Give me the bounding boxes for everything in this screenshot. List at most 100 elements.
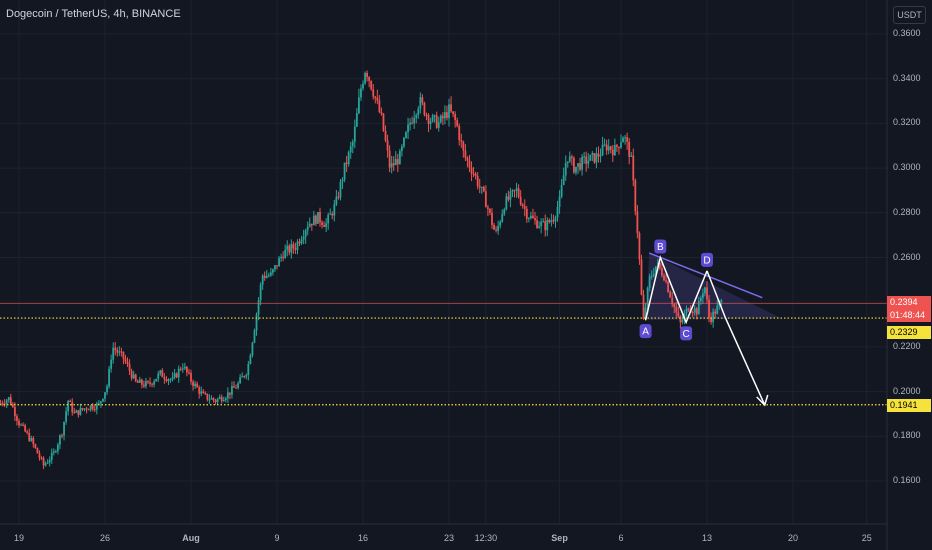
candle-body [720,299,723,303]
candle-body [452,111,454,115]
candle-body [110,359,113,369]
candle-body [173,373,176,378]
candle [716,299,719,315]
candle-body [675,307,678,313]
candle [161,368,164,378]
candle [292,241,295,254]
candle [376,89,379,105]
candle-body [495,229,497,231]
candle [333,199,336,222]
price-tick-label: 0.2000 [893,385,921,396]
candle [222,396,225,402]
candle [706,281,708,304]
candle [351,139,354,154]
candle [601,136,604,156]
candle [661,262,663,278]
candle-body [81,408,84,410]
candle-body [603,144,606,146]
candle [325,218,328,233]
candle [138,376,141,383]
candle [329,208,332,215]
candle-body [28,432,31,441]
candle-body [446,112,448,119]
candle-body [468,160,471,168]
candle-body [95,403,98,410]
point-label: C [682,329,689,340]
candle-body [229,392,231,395]
candle [110,354,113,373]
candle [308,217,311,228]
candle [521,202,524,209]
candle-body [587,160,590,164]
candle-body [200,391,203,394]
candle-body [353,126,356,142]
candle-body [583,156,586,158]
candle [282,251,285,262]
candle [544,214,547,237]
candle-body [181,368,184,370]
candle [517,184,520,199]
candle [198,385,201,399]
candle [5,398,8,409]
candle-body [140,379,143,385]
candle-body [177,368,180,378]
candle [691,310,694,318]
candle-body [611,149,614,156]
candle-body [265,275,268,278]
currency-unit[interactable]: USDT [893,6,926,24]
candle-body [355,113,358,127]
candle-body [650,275,653,277]
candle-body [331,213,334,216]
candle-body [269,272,272,276]
candle [587,153,590,169]
candle [618,146,620,155]
candle [265,269,268,279]
candle-body [444,112,446,119]
candle-body [521,204,524,207]
candle-body [413,117,416,124]
candle-body [306,226,309,231]
candle-body [280,256,282,259]
candle-body [1,402,4,404]
candle [462,140,465,158]
candle [458,123,461,146]
point-marker [654,239,667,254]
candle-body [276,265,278,267]
candle-body [124,358,127,362]
candle [507,190,510,202]
candle [239,374,242,384]
candle-body [362,83,364,89]
price-tick-label: 0.3000 [893,162,921,173]
candle-body [626,137,629,142]
candle [675,302,678,317]
candle-body [226,392,229,399]
candle [153,379,156,388]
candle [499,219,502,229]
candle [390,155,393,174]
candle-body [415,115,418,118]
candle-body [601,144,604,156]
candle-body [257,300,260,315]
candle-body [374,96,377,99]
candle-body [14,407,16,417]
candle-body [44,463,47,466]
candle-body [573,157,575,173]
candle-body [130,370,133,379]
candle-body [210,398,213,400]
candle-body [255,314,258,331]
candle-body [206,393,209,400]
time-tick-label: 13 [701,533,713,543]
candle-body [511,190,514,192]
candle [360,84,362,101]
candle-body [368,77,371,81]
candle-body [501,214,504,222]
candle [34,443,37,449]
candle [212,397,215,403]
candle [36,447,39,454]
candle-body [143,384,145,387]
candle [353,119,356,149]
candle-body [77,410,80,415]
candle-body [290,244,293,253]
candle [81,407,84,411]
